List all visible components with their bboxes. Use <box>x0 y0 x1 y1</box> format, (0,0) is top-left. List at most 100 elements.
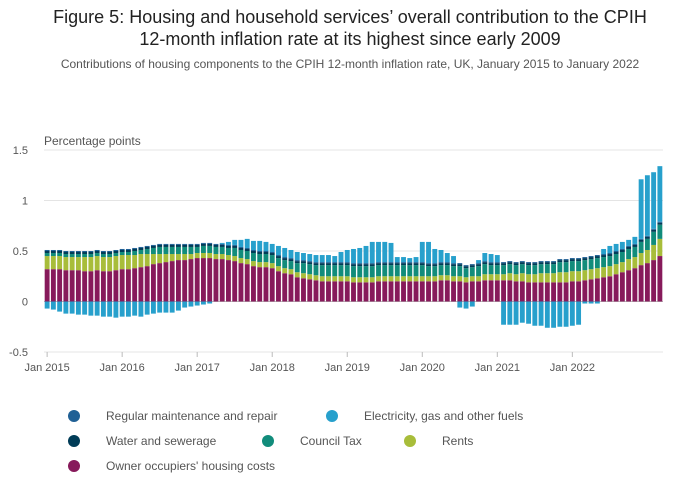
bar-segment <box>257 252 263 255</box>
bar-segment <box>326 262 331 264</box>
bar-segment <box>469 264 475 266</box>
bar-segment <box>607 266 613 277</box>
bar-segment <box>69 251 75 253</box>
bar-segment <box>513 262 519 264</box>
bar-segment <box>463 265 469 267</box>
bar-segment <box>476 276 481 282</box>
bar-segment <box>269 268 275 302</box>
bar-segment <box>582 280 588 302</box>
bar-segment <box>426 263 431 265</box>
bar-segment <box>426 281 431 302</box>
bar-segment <box>276 258 281 267</box>
bar-segment <box>188 301 194 307</box>
bar-segment <box>338 263 344 266</box>
bar-segment <box>150 244 156 246</box>
bar-segment <box>282 273 288 302</box>
bar-segment <box>319 262 325 264</box>
bar-segment <box>332 281 338 302</box>
legend-label: Regular maintenance and repair <box>106 409 278 423</box>
bar-segment <box>238 249 244 259</box>
bar-segment <box>157 243 163 245</box>
bar-segment <box>357 264 363 267</box>
bar-segment <box>376 263 381 266</box>
bar-segment <box>75 301 81 315</box>
bar-segment <box>63 251 69 253</box>
bar-segment <box>282 257 288 259</box>
bar-segment <box>94 251 100 254</box>
chart-title: Figure 5: Housing and household services… <box>0 6 700 50</box>
bar-segment <box>657 222 663 225</box>
bar-segment <box>244 248 250 251</box>
bar-segment <box>169 301 175 313</box>
bar-segment <box>438 280 444 302</box>
bar-segment <box>244 251 250 260</box>
bar-segment <box>263 262 269 268</box>
bar-segment <box>501 274 506 281</box>
bar-segment <box>401 276 406 282</box>
bar-segment <box>119 248 125 250</box>
bar-segment <box>138 254 144 268</box>
bar-segment <box>238 263 244 302</box>
bar-segment <box>532 282 538 302</box>
bar-segment <box>269 243 275 253</box>
bar-segment <box>619 272 625 302</box>
bar-segment <box>594 256 600 259</box>
bar-segment <box>382 263 388 266</box>
bar-segment <box>619 248 625 250</box>
bar-segment <box>394 276 400 282</box>
bar-segment <box>313 280 319 302</box>
bar-segment <box>419 262 425 264</box>
bar-segment <box>626 259 632 271</box>
bar-segment <box>482 280 488 302</box>
bar-segment <box>232 261 238 302</box>
bar-segment <box>251 261 256 267</box>
bar-segment <box>482 262 488 265</box>
bar-segment <box>413 265 419 277</box>
bar-segment <box>301 273 306 279</box>
bar-segment <box>369 263 375 265</box>
bar-segment <box>594 255 600 257</box>
bar-segment <box>175 254 181 261</box>
bar-segment <box>401 262 406 264</box>
bar-segment <box>407 281 413 302</box>
bar-segment <box>119 269 125 302</box>
bar-segment <box>451 264 456 267</box>
bar-segment <box>594 278 600 302</box>
bar-segment <box>513 263 519 266</box>
bar-segment <box>357 282 363 302</box>
bar-segment <box>57 253 63 257</box>
bar-segment <box>626 245 632 247</box>
bar-segment <box>582 258 588 261</box>
bar-segment <box>82 301 88 315</box>
bar-segment <box>513 265 519 275</box>
bar-segment <box>451 266 456 277</box>
bar-segment <box>601 277 607 302</box>
bar-segment <box>201 245 206 254</box>
bar-segment <box>651 260 657 302</box>
bar-segment <box>601 255 607 258</box>
legend-label: Water and sewerage <box>106 434 217 448</box>
bar-segment <box>107 252 113 255</box>
bar-segment <box>376 281 381 302</box>
bar-segment <box>207 253 213 259</box>
bar-segment <box>657 224 663 239</box>
bar-segment <box>163 243 169 245</box>
bar-segment <box>100 251 106 253</box>
bar-segment <box>394 281 400 302</box>
bar-segment <box>513 301 519 325</box>
bar-segment <box>519 301 525 323</box>
bar-segment <box>444 263 450 266</box>
bar-segment <box>94 301 100 316</box>
bar-segment <box>244 247 250 249</box>
bar-segment <box>551 264 557 274</box>
bar-segment <box>226 245 231 248</box>
bar-segment <box>338 252 344 263</box>
bar-segment <box>457 266 463 277</box>
bar-segment <box>188 254 194 260</box>
bar-segment <box>132 251 138 256</box>
bar-segment <box>382 281 388 302</box>
bar-segment <box>569 271 575 282</box>
bar-segment <box>263 241 269 251</box>
bar-segment <box>569 258 575 260</box>
bar-segment <box>132 247 138 249</box>
